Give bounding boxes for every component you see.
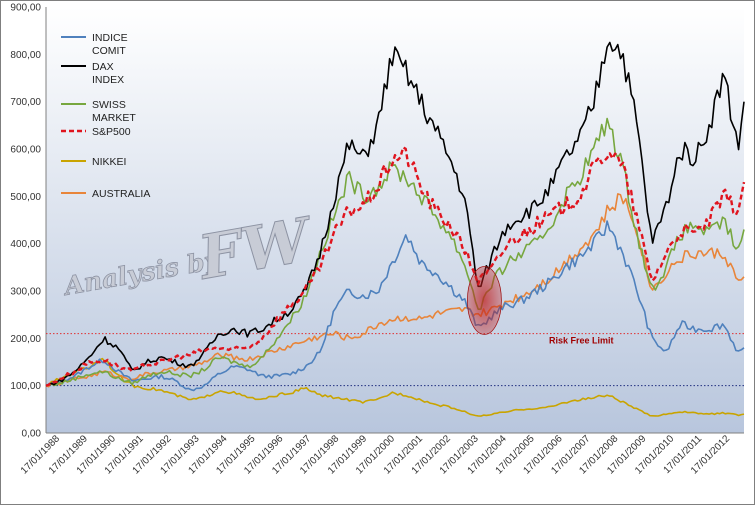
legend-label-swiss-market: SWISS bbox=[92, 99, 126, 111]
y-tick-label: 200,00 bbox=[10, 334, 41, 345]
legend-label-indice-comit: INDICE bbox=[92, 32, 128, 44]
legend-label-australia: AUSTRALIA bbox=[92, 188, 150, 200]
legend-label-s-p500: S&P500 bbox=[92, 126, 131, 138]
y-tick-label: 600,00 bbox=[10, 145, 41, 156]
series-line-nikkei bbox=[45, 357, 745, 417]
legend-label-nikkei: NIKKEI bbox=[92, 156, 126, 168]
highlight-ellipse bbox=[467, 266, 502, 335]
y-tick-label: 400,00 bbox=[10, 239, 41, 250]
legend-label-swiss-market: MARKET bbox=[92, 112, 136, 124]
legend-label-dax-index: INDEX bbox=[92, 74, 124, 86]
y-tick-label: 300,00 bbox=[10, 287, 41, 298]
risk-free-limit-label: Risk Free Limit bbox=[549, 336, 614, 346]
series-line-dax-index bbox=[45, 41, 745, 387]
y-tick-label: 700,00 bbox=[10, 97, 41, 108]
y-tick-label: 900,00 bbox=[10, 3, 41, 14]
y-tick-label: 100,00 bbox=[10, 381, 41, 392]
legend-label-dax-index: DAX bbox=[92, 61, 114, 73]
series-line-indice-comit bbox=[45, 220, 745, 392]
plot-area bbox=[46, 7, 744, 433]
series-line-australia bbox=[45, 193, 745, 388]
y-tick-label: 800,00 bbox=[10, 50, 41, 61]
y-tick-label: 500,00 bbox=[10, 192, 41, 203]
legend-label-indice-comit: COMIT bbox=[92, 45, 126, 57]
series-line-s-p500 bbox=[45, 146, 746, 387]
y-tick-label: 0,00 bbox=[22, 429, 42, 440]
